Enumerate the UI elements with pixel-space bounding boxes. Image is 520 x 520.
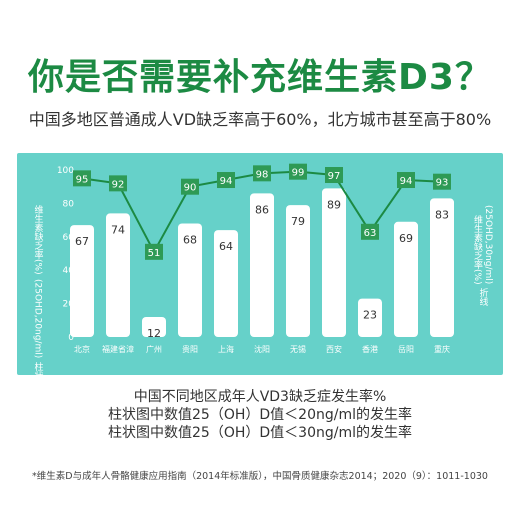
bar: [322, 188, 346, 337]
page-subtitle: 中国多地区普通成人VD缺乏率高于60%，北方城市甚至高于80%: [28, 110, 492, 129]
x-tick-label: 岳阳: [398, 344, 414, 354]
right-axis-unit: (25OHD,30ng/ml): [483, 205, 493, 285]
right-axis-caption: 维生素缺乏率(%)(25OHD,30ng/ml) 折线: [471, 205, 493, 310]
bar-value-label: 79: [291, 215, 305, 228]
line-point: [289, 163, 307, 180]
line-point: [433, 173, 451, 190]
line-value-label: 99: [292, 168, 305, 179]
line-value-label: 95: [76, 174, 89, 185]
bar: [106, 213, 130, 337]
y-tick-label: 60: [63, 233, 75, 243]
bar: [358, 298, 382, 337]
x-tick-label: 无锡: [290, 345, 306, 354]
chart-panel: 0 20 40 60 80 100 67 74 12 68 64 86 79 89 23 69 83 95 92 51…: [17, 153, 503, 375]
bar: [394, 221, 418, 337]
line-value-label: 92: [112, 179, 125, 190]
line-point: [145, 243, 163, 260]
bar-value-label: 68: [183, 233, 197, 246]
bar: [178, 223, 202, 337]
x-tick-label: 贵阳: [182, 344, 198, 354]
bar-value-label: 83: [435, 208, 449, 221]
bar: [250, 193, 274, 337]
x-tick-label: 上海: [218, 344, 234, 354]
y-tick-label: 100: [57, 166, 74, 176]
bar-value-label: 74: [111, 223, 125, 236]
page-title: 你是否需要补充维生素D3？: [28, 57, 492, 98]
caption-line-2: 柱状图中数值25（OH）D值＜20ng/ml的发生率: [108, 407, 412, 423]
y-tick-label: 20: [63, 300, 75, 310]
line-point: [109, 175, 127, 192]
line-value-label: 94: [220, 176, 233, 187]
bar: [286, 205, 310, 337]
x-tick-label: 广州: [146, 344, 162, 354]
caption-line-3: 柱状图中数值25（OH）D值＜30ng/ml的发生率: [108, 425, 412, 441]
left-axis-tag: 柱状图: [32, 361, 43, 389]
caption-line-1: 中国不同地区成年人VD3缺乏症发生率%: [133, 389, 387, 405]
bar-value-label: 69: [399, 232, 413, 245]
line-point: [253, 165, 271, 182]
x-tick-label: 重庆: [434, 344, 450, 354]
footnote: *维生素D与成年人骨骼健康应用指南（2014年标准版），中国骨质健康杂志2014…: [32, 471, 488, 482]
line-point: [73, 170, 91, 187]
x-tick-label: 福建省漳: [102, 344, 134, 354]
line-value-label: 97: [328, 171, 341, 182]
bar: [70, 225, 94, 337]
left-axis-label: 维生素缺乏率(%): [32, 205, 43, 275]
y-tick-label: 0: [68, 333, 74, 343]
line-value-label: 90: [184, 183, 197, 194]
right-axis-tag: 折线: [477, 288, 488, 307]
line-value-label: 51: [148, 248, 161, 259]
bar-value-label: 86: [255, 203, 269, 216]
line-point: [181, 178, 199, 195]
bar-value-label: 67: [75, 235, 89, 248]
chart-svg: 0 20 40 60 80 100 67 74 12 68 64 86 79 89 23 69 83 95 92 51…: [57, 163, 454, 354]
line-point: [361, 223, 379, 240]
left-axis-caption: 维生素缺乏率(%) (25OHD,20ng/ml) 柱状图: [27, 205, 47, 393]
line-point: [397, 172, 415, 189]
y-tick-label: 40: [63, 266, 75, 276]
bar-value-label: 23: [363, 309, 377, 322]
bar: [142, 316, 166, 337]
bar: [430, 198, 454, 337]
line-point: [325, 167, 343, 184]
bar-value-label: 64: [219, 240, 233, 253]
bar-value-label: 89: [327, 198, 341, 211]
left-axis-unit: (25OHD,20ng/ml): [32, 278, 43, 358]
y-tick-label: 80: [63, 199, 75, 209]
line-value-label: 63: [364, 228, 377, 239]
x-tick-label: 沈阳: [254, 344, 270, 354]
line-point: [217, 172, 235, 189]
x-tick-label: 北京: [74, 344, 90, 354]
line-value-label: 98: [256, 169, 269, 180]
line-value-label: 94: [400, 176, 413, 187]
x-tick-label: 西安: [326, 344, 342, 354]
x-tick-label: 香港: [362, 344, 378, 354]
bar: [214, 230, 238, 337]
bar-value-label: 12: [147, 327, 161, 340]
right-axis-label: 维生素缺乏率(%): [472, 214, 482, 285]
line-value-label: 93: [436, 178, 449, 189]
